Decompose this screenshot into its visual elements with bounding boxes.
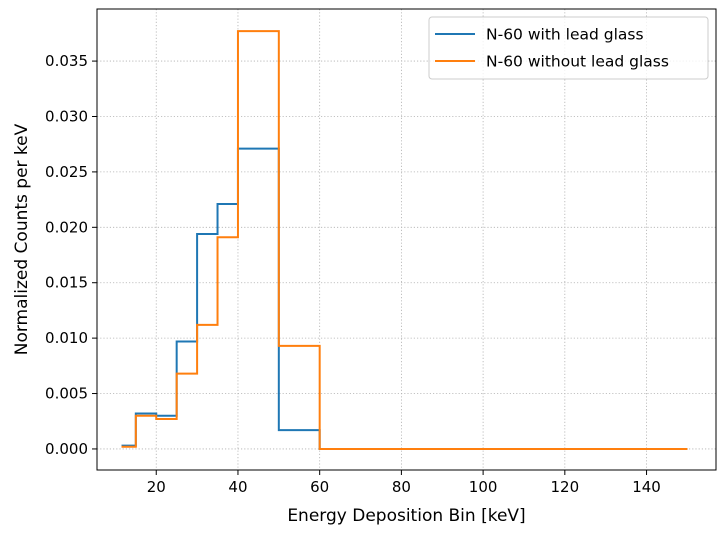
y-axis-label: Normalized Counts per keV — [12, 123, 32, 355]
legend-box — [428, 16, 709, 80]
ticks: 20 40 60 80 100 120 140 0.000 0.005 0.010 0.015 0.0… — [45, 52, 661, 496]
y-tick-label: 0.005 — [45, 385, 88, 403]
x-tick-label: 140 — [632, 478, 661, 496]
x-tick-label: 100 — [469, 478, 498, 496]
series-line-1 — [121, 30, 688, 450]
series-layer — [121, 30, 688, 450]
x-tick-label: 40 — [228, 478, 247, 496]
legend-label-with-lead-glass: N-60 with lead glass — [486, 26, 644, 44]
x-tick-label: 60 — [310, 478, 329, 496]
x-tick-label: 20 — [147, 478, 166, 496]
grid — [97, 9, 716, 470]
legend: N-60 with lead glass N-60 without lead g… — [428, 16, 709, 80]
series-line-0 — [121, 147, 688, 450]
x-axis-label: Energy Deposition Bin [keV] — [287, 506, 525, 526]
y-tick-label: 0.010 — [45, 329, 88, 347]
y-tick-label: 0.000 — [45, 440, 88, 458]
plot-frame — [96, 8, 717, 471]
x-tick-label: 80 — [392, 478, 411, 496]
legend-label-without-lead-glass: N-60 without lead glass — [486, 53, 669, 71]
y-tick-label: 0.015 — [45, 274, 88, 292]
y-tick-label: 0.030 — [45, 107, 88, 125]
x-tick-label: 120 — [551, 478, 580, 496]
y-tick-label: 0.025 — [45, 163, 88, 181]
y-tick-label: 0.035 — [45, 52, 88, 70]
y-tick-label: 0.020 — [45, 218, 88, 236]
